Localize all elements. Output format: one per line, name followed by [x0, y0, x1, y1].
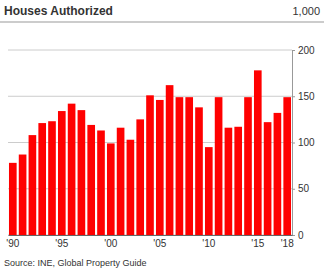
- bar: [127, 140, 135, 235]
- bar: [176, 97, 184, 235]
- x-tick-label: '95: [55, 238, 68, 249]
- y-tick-label: 150: [298, 91, 315, 102]
- bars: [9, 70, 291, 235]
- bar: [117, 128, 125, 235]
- y-tick-mark: [292, 143, 295, 144]
- bar: [225, 128, 233, 235]
- y-tick-label: 50: [298, 183, 310, 194]
- bar: [166, 85, 174, 235]
- y-tick-label: 100: [298, 137, 315, 148]
- bar: [97, 130, 105, 235]
- x-tick-label: '18: [281, 238, 294, 249]
- source-note: Source: INE, Global Property Guide: [4, 258, 147, 268]
- bar: [254, 70, 262, 235]
- chart: Houses Authorized 1,000 0 50 100 150 200 '90 '95…: [0, 0, 324, 274]
- y-tick: 50: [292, 183, 310, 194]
- y-axis-line: [293, 51, 296, 236]
- y-tick-mark: [292, 50, 295, 51]
- y-tick: 100: [292, 137, 315, 148]
- bar: [107, 143, 115, 235]
- grid: [8, 50, 292, 235]
- y-tick: 150: [292, 91, 315, 102]
- grid-line: [8, 50, 292, 51]
- y-tick-mark: [292, 96, 295, 97]
- bar: [156, 100, 164, 235]
- bar: [19, 155, 27, 235]
- bar: [68, 104, 76, 235]
- bar: [58, 111, 66, 235]
- y-tick-label: 0: [298, 230, 304, 241]
- x-tick: '10: [202, 235, 215, 249]
- y-tick-mark: [292, 189, 295, 190]
- x-tick: '90: [6, 235, 19, 249]
- x-tick: '00: [104, 235, 117, 249]
- x-tick: '15: [251, 235, 264, 249]
- y-tick: 200: [292, 45, 315, 56]
- bar: [185, 97, 193, 235]
- bar: [244, 97, 252, 235]
- bar: [29, 135, 37, 235]
- x-tick-label: '10: [202, 238, 215, 249]
- x-tick-label: '15: [251, 238, 264, 249]
- x-tick-label: '00: [104, 238, 117, 249]
- bar: [136, 119, 144, 235]
- bar: [215, 97, 223, 235]
- title: Houses Authorized: [4, 4, 113, 18]
- bar: [48, 121, 56, 235]
- bar: [274, 113, 282, 235]
- x-tick-label: '90: [6, 238, 19, 249]
- x-axis: '90 '95 '00 '05 '10 '15 '18: [6, 235, 294, 249]
- bar: [38, 123, 46, 235]
- x-tick-label: '05: [153, 238, 166, 249]
- x-tick: '05: [153, 235, 166, 249]
- header-rule: [0, 22, 324, 23]
- y-axis: 0 50 100 150 200: [292, 45, 315, 241]
- x-axis-line: [9, 235, 293, 236]
- bar: [234, 127, 242, 235]
- y-tick-label: 200: [298, 45, 315, 56]
- bar: [87, 125, 95, 235]
- x-tick: '95: [55, 235, 68, 249]
- bar: [264, 122, 272, 235]
- y-axis-label: 1,000: [292, 5, 320, 17]
- bar: [9, 163, 17, 235]
- bar: [195, 107, 203, 235]
- x-tick: '18: [281, 235, 294, 249]
- bar: [283, 97, 291, 235]
- bar: [146, 95, 154, 235]
- y-tick: 0: [292, 230, 304, 241]
- bar: [205, 147, 213, 235]
- bar: [78, 110, 86, 235]
- annotations: Source: INE, Global Property Guide: [4, 258, 147, 268]
